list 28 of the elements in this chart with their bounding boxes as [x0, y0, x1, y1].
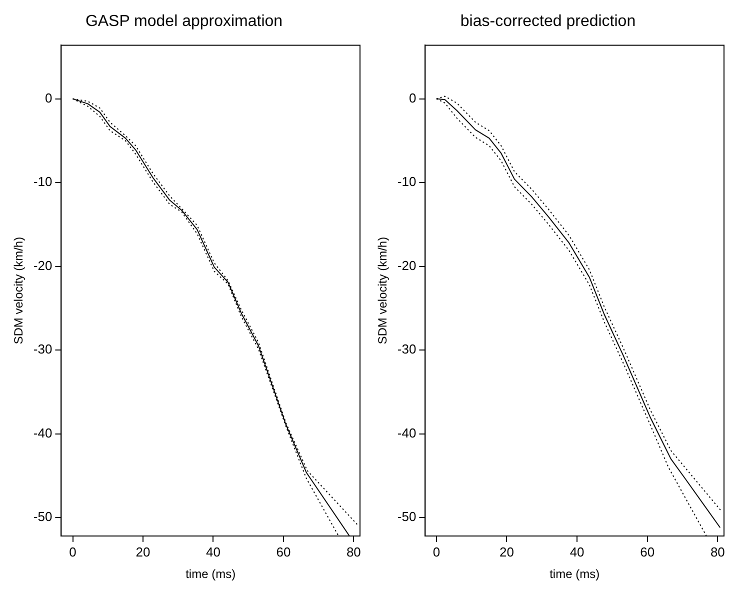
- y-tick-label: -50: [33, 509, 52, 524]
- x-tick-label: 0: [69, 544, 76, 560]
- x-axis-title: time (ms): [186, 567, 236, 582]
- y-tick-label: -30: [397, 342, 416, 357]
- y-tick-label: -10: [33, 174, 52, 190]
- y-tick-label: -20: [33, 258, 52, 273]
- chart-title: bias-corrected prediction: [460, 13, 636, 30]
- x-tick-label: 40: [570, 544, 584, 560]
- y-tick-label: -50: [397, 509, 416, 524]
- y-tick-label: -10: [397, 174, 416, 190]
- chart-title: GASP model approximation: [85, 13, 283, 30]
- y-axis-title: SDM velocity (km/h): [12, 236, 26, 344]
- x-tick-label: 60: [276, 544, 291, 560]
- y-axis-title: SDM velocity (km/h): [376, 236, 390, 344]
- x-tick-label: 20: [500, 544, 514, 560]
- y-tick-label: 0: [408, 90, 416, 106]
- x-tick-label: 80: [346, 544, 361, 560]
- y-tick-label: 0: [44, 90, 52, 106]
- x-tick-label: 40: [206, 544, 220, 560]
- y-tick-label: -20: [397, 258, 416, 273]
- x-tick-label: 60: [640, 544, 655, 560]
- x-tick-label: 80: [710, 544, 725, 560]
- y-tick-label: -30: [33, 342, 52, 357]
- x-axis-title: time (ms): [550, 567, 600, 582]
- x-tick-label: 0: [432, 544, 440, 560]
- x-tick-label: 20: [136, 544, 150, 560]
- y-tick-label: -40: [33, 425, 52, 440]
- y-tick-label: -40: [397, 425, 416, 440]
